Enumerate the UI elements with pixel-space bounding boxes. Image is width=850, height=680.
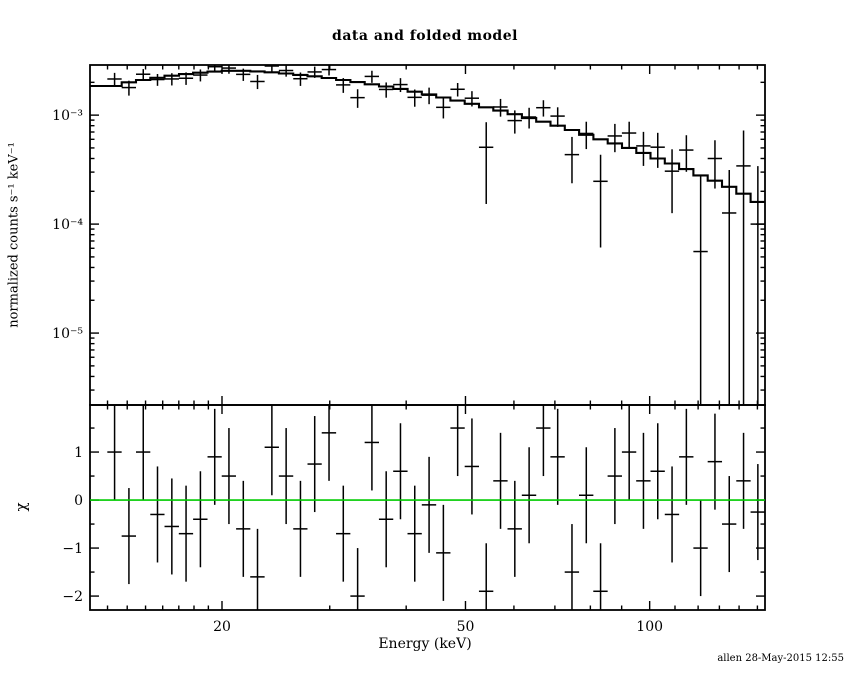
spectrum-data-series <box>107 65 765 405</box>
svg-text:10⁻⁵: 10⁻⁵ <box>52 326 83 342</box>
svg-text:1: 1 <box>74 445 83 461</box>
svg-text:100: 100 <box>636 619 663 635</box>
residuals-y-axis-label: χ <box>12 502 30 512</box>
model-line <box>90 69 765 203</box>
svg-text:50: 50 <box>457 619 475 635</box>
spectrum-y-axis-label: normalized counts s⁻¹ keV⁻¹ <box>6 142 22 328</box>
svg-text:20: 20 <box>213 619 231 635</box>
x-axis-label: Energy (keV) <box>378 636 472 652</box>
tick-labels: 20 50 100 10⁻³ 10⁻⁴ 10⁻⁵ 1 0 −1 −2 <box>52 108 663 635</box>
residuals-series <box>107 405 765 610</box>
svg-text:−2: −2 <box>62 589 83 605</box>
svg-text:10⁻³: 10⁻³ <box>52 108 83 124</box>
svg-text:10⁻⁴: 10⁻⁴ <box>52 217 83 233</box>
svg-text:−1: −1 <box>62 541 83 557</box>
timestamp-footer: allen 28-May-2015 12:55 <box>717 653 844 664</box>
plot-title: data and folded model <box>332 28 518 44</box>
svg-text:0: 0 <box>74 493 83 509</box>
